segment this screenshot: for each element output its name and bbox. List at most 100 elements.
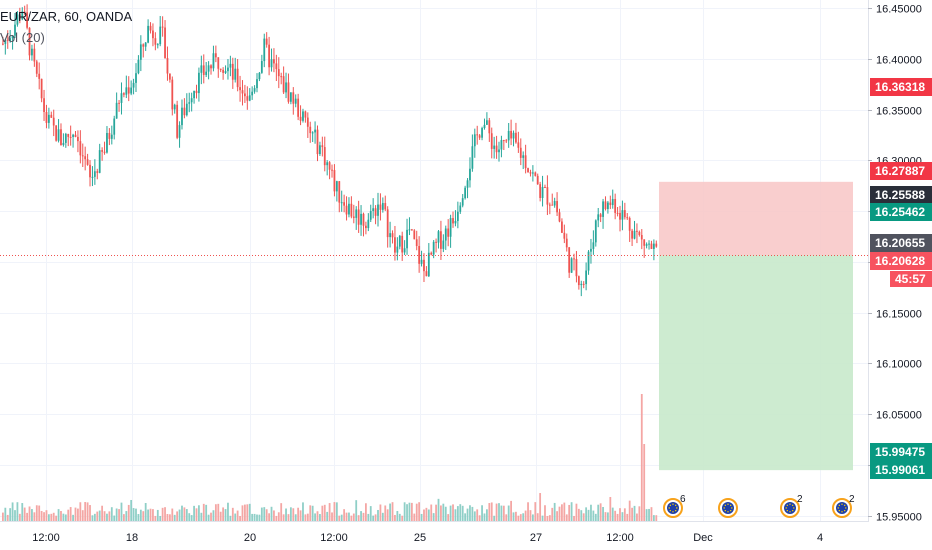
- candle-body: [297, 98, 300, 117]
- volume-bar: [328, 503, 331, 522]
- candle-body: [306, 117, 309, 127]
- candle-body: [558, 212, 561, 222]
- candle-body: [52, 117, 55, 126]
- eu-flag-icon[interactable]: 6: [663, 494, 686, 518]
- volume-bar: [139, 509, 142, 522]
- volume-bar: [432, 513, 435, 522]
- volume-bar: [510, 500, 512, 522]
- chart-grid: [0, 0, 868, 522]
- candle-body: [626, 217, 629, 219]
- volume-bar: [210, 512, 212, 522]
- candle-body: [565, 238, 568, 248]
- candle-body: [561, 221, 563, 233]
- candle-body: [546, 187, 549, 205]
- volume-bar: [623, 508, 626, 522]
- volume-bar: [403, 502, 406, 522]
- volume-bar: [323, 504, 326, 522]
- candle-body: [636, 230, 638, 232]
- volume-bar: [297, 507, 300, 522]
- volume-bar: [214, 504, 217, 522]
- candle-body: [643, 239, 646, 246]
- volume-bar: [106, 513, 108, 522]
- candle-body: [64, 133, 67, 143]
- volume-bar: [86, 502, 89, 522]
- candle-body: [505, 140, 508, 142]
- position-zones[interactable]: [659, 181, 853, 471]
- candle-body: [93, 171, 96, 177]
- volume-bar: [345, 512, 348, 522]
- candle-body: [161, 26, 164, 28]
- eu-star: [729, 509, 732, 512]
- volume-bar: [365, 503, 367, 522]
- candle-body: [432, 241, 435, 255]
- candle-body: [333, 170, 336, 192]
- candle-body: [355, 209, 358, 218]
- eu-flag-icon[interactable]: [718, 498, 738, 518]
- volume-bar: [289, 507, 292, 522]
- candle-body: [127, 87, 130, 94]
- y-tick-label: 16.05000: [876, 410, 922, 422]
- candle-body: [386, 209, 389, 238]
- candle-body: [478, 135, 481, 138]
- eu-flag-icon[interactable]: 2: [832, 494, 855, 518]
- volume-bar: [435, 504, 437, 522]
- volume-bar: [246, 504, 249, 522]
- x-tick-label: 25: [414, 532, 426, 544]
- volume-bar: [294, 514, 297, 522]
- candle-body: [4, 39, 7, 44]
- candle-body: [529, 172, 532, 174]
- volume-bar: [440, 505, 442, 522]
- candle-body: [229, 63, 232, 68]
- eu-star: [838, 504, 841, 507]
- volume-bar: [386, 509, 389, 522]
- candle-body: [154, 38, 157, 45]
- time-axis[interactable]: 12:00 18 20 12:00 25 27 12:00 Dec 4: [32, 532, 823, 544]
- candle-body: [423, 259, 425, 272]
- volume-indicator-label[interactable]: Vol (20): [0, 30, 45, 45]
- candle-body: [338, 181, 341, 203]
- volume-bar: [430, 504, 433, 522]
- eu-flag-icon[interactable]: 2: [780, 494, 803, 518]
- volume-bar: [590, 504, 592, 522]
- symbol-title[interactable]: EUR/ZAR, 60, OANDA: [0, 9, 133, 24]
- volume-bar: [282, 514, 285, 522]
- candle-body: [502, 140, 505, 142]
- volume-bar: [79, 502, 82, 522]
- volume-bar: [326, 511, 329, 522]
- candle-body: [372, 208, 375, 212]
- candle-body: [362, 213, 365, 226]
- volume-bar: [389, 503, 391, 522]
- candle-body: [350, 203, 353, 217]
- candle-body: [159, 26, 162, 45]
- eu-star: [727, 503, 729, 505]
- volume-bar: [553, 502, 556, 522]
- volume-bar: [309, 505, 312, 522]
- y-tick-label: 15.95000: [876, 512, 922, 524]
- candle-body: [152, 30, 154, 39]
- volume-bar: [449, 505, 452, 522]
- candle-body: [628, 218, 631, 231]
- volume-bar: [224, 509, 227, 522]
- volume-bar: [263, 507, 266, 522]
- candle-body: [437, 231, 440, 243]
- candle-body: [77, 136, 79, 142]
- candle-body: [178, 125, 181, 138]
- candle-body: [74, 134, 77, 137]
- volume-bar: [481, 505, 483, 522]
- volume-bar: [67, 509, 70, 522]
- eu-star: [785, 507, 787, 509]
- candle-body: [50, 114, 53, 118]
- volume-bar: [483, 513, 486, 522]
- volume-bars: [2, 394, 658, 522]
- volume-bar: [527, 502, 529, 522]
- volume-bar: [142, 511, 145, 522]
- candle-body: [328, 162, 331, 170]
- volume-bar: [195, 508, 198, 522]
- volume-bar: [577, 508, 580, 522]
- volume-bar: [251, 513, 254, 522]
- volume-bar: [381, 512, 384, 522]
- candle-body: [164, 27, 166, 59]
- economic-events[interactable]: 6 2 2: [663, 494, 855, 518]
- volume-bar: [476, 509, 479, 522]
